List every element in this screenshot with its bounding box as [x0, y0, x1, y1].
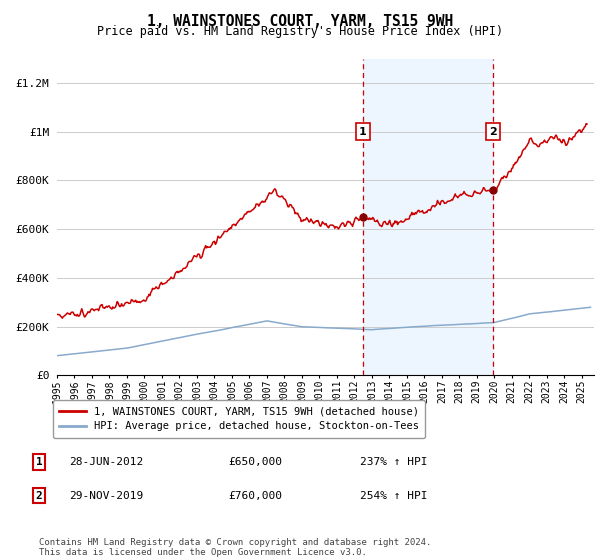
Text: £760,000: £760,000 [228, 491, 282, 501]
Text: 237% ↑ HPI: 237% ↑ HPI [360, 457, 427, 467]
Text: 28-JUN-2012: 28-JUN-2012 [69, 457, 143, 467]
Legend: 1, WAINSTONES COURT, YARM, TS15 9WH (detached house), HPI: Average price, detach: 1, WAINSTONES COURT, YARM, TS15 9WH (det… [53, 400, 425, 438]
Text: £650,000: £650,000 [228, 457, 282, 467]
Text: 1: 1 [35, 457, 43, 467]
Bar [363, 59, 493, 375]
Text: Price paid vs. HM Land Registry's House Price Index (HPI): Price paid vs. HM Land Registry's House … [97, 25, 503, 38]
Text: 29-NOV-2019: 29-NOV-2019 [69, 491, 143, 501]
Text: 254% ↑ HPI: 254% ↑ HPI [360, 491, 427, 501]
Text: 2: 2 [489, 127, 497, 137]
Text: 2: 2 [35, 491, 43, 501]
Text: 1, WAINSTONES COURT, YARM, TS15 9WH: 1, WAINSTONES COURT, YARM, TS15 9WH [147, 14, 453, 29]
Text: Contains HM Land Registry data © Crown copyright and database right 2024.
This d: Contains HM Land Registry data © Crown c… [39, 538, 431, 557]
Text: 1: 1 [359, 127, 367, 137]
